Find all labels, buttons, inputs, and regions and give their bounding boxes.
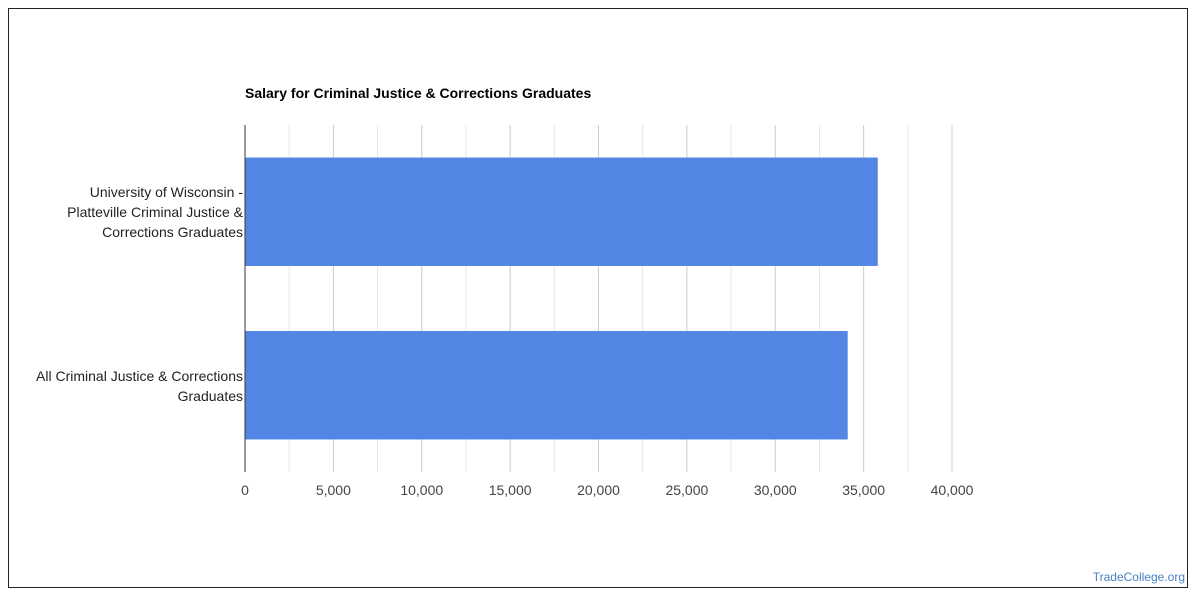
chart-title: Salary for Criminal Justice & Correction… [245,85,592,101]
x-tick-label-2: 10,000 [400,482,443,498]
bar-0[interactable] [245,157,878,266]
category-label-1: All Criminal Justice & Corrections Gradu… [3,366,243,406]
x-tick-label-7: 35,000 [842,482,885,498]
x-tick-label-1: 5,000 [316,482,351,498]
bar-layer [245,157,878,440]
category-label-0-line-2: Corrections Graduates [102,224,243,240]
x-tick-label-8: 40,000 [931,482,974,498]
bar-1[interactable] [245,331,848,440]
x-tick-label-5: 25,000 [665,482,708,498]
x-tick-label-4: 20,000 [577,482,620,498]
tick-layer: 0 5,000 10,000 15,000 20,000 25,000 30,000 35,0… [241,482,974,498]
category-label-1-line-0: All Criminal Justice & Corrections [36,368,243,384]
x-tick-label-6: 30,000 [754,482,797,498]
category-label-0-line-0: University of Wisconsin - [89,184,243,200]
x-tick-label-3: 15,000 [489,482,532,498]
watermark[interactable]: TradeCollege.org [1092,570,1185,584]
x-tick-label-0: 0 [241,482,249,498]
category-label-0: University of Wisconsin - Platteville Cr… [3,182,243,242]
category-label-0-line-1: Platteville Criminal Justice & [67,204,243,220]
category-label-1-line-1: Graduates [177,388,243,404]
